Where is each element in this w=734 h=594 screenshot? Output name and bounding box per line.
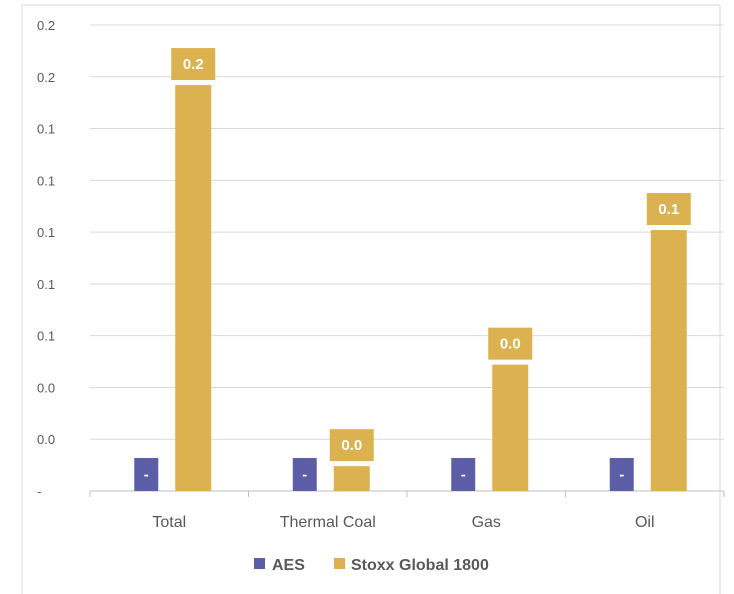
data-label-box	[609, 458, 634, 491]
y-axis-ticks: - 0.0 0.0 0.1 0.1 0.1 0.1 0.1 0.2 0.2	[37, 18, 55, 499]
bars	[175, 85, 687, 492]
data-label-box	[488, 327, 533, 360]
legend-swatch-aes	[254, 558, 265, 569]
x-axis-labels: Total Thermal Coal Gas Oil	[152, 514, 654, 531]
legend-label-aes: AES	[272, 557, 305, 574]
bar	[333, 466, 370, 491]
y-tick-label: 0.0	[37, 380, 55, 395]
legend: AES Stoxx Global 1800	[254, 557, 489, 574]
x-tick-label: Thermal Coal	[280, 514, 376, 531]
data-label-box	[171, 48, 216, 81]
data-label: -	[461, 467, 466, 484]
data-labels: - 0.2 - 0.0 - 0.0 - 0.1	[134, 48, 691, 491]
data-label: 0.1	[658, 201, 679, 218]
data-label-box	[292, 458, 317, 491]
x-axis-tickmarks	[89, 491, 725, 497]
y-tick-label: 0.1	[37, 225, 55, 240]
data-label: 0.0	[500, 336, 521, 353]
data-label-box	[329, 429, 374, 462]
legend-label-stoxx: Stoxx Global 1800	[351, 557, 489, 574]
legend-swatch-stoxx	[334, 558, 345, 569]
y-tick-label: -	[37, 484, 41, 499]
data-label-box	[451, 458, 476, 491]
data-label: -	[302, 467, 307, 484]
data-label: 0.0	[341, 437, 362, 454]
y-tick-label: 0.2	[37, 18, 55, 33]
x-tick-label: Total	[152, 514, 186, 531]
bar	[492, 364, 529, 491]
y-tick-label: 0.1	[37, 277, 55, 292]
data-label: -	[144, 467, 149, 484]
bar	[175, 85, 212, 491]
bar	[650, 230, 687, 492]
x-tick-label: Gas	[472, 514, 501, 531]
data-label: 0.2	[183, 56, 204, 73]
x-tick-label: Oil	[635, 514, 655, 531]
data-label-box	[646, 193, 691, 226]
y-tick-label: 0.0	[37, 432, 55, 447]
y-tick-label: 0.2	[37, 70, 55, 85]
data-label: -	[619, 467, 624, 484]
y-tick-label: 0.1	[37, 173, 55, 188]
y-tick-label: 0.1	[37, 122, 55, 137]
y-tick-label: 0.1	[37, 329, 55, 344]
data-label-box	[134, 458, 159, 491]
